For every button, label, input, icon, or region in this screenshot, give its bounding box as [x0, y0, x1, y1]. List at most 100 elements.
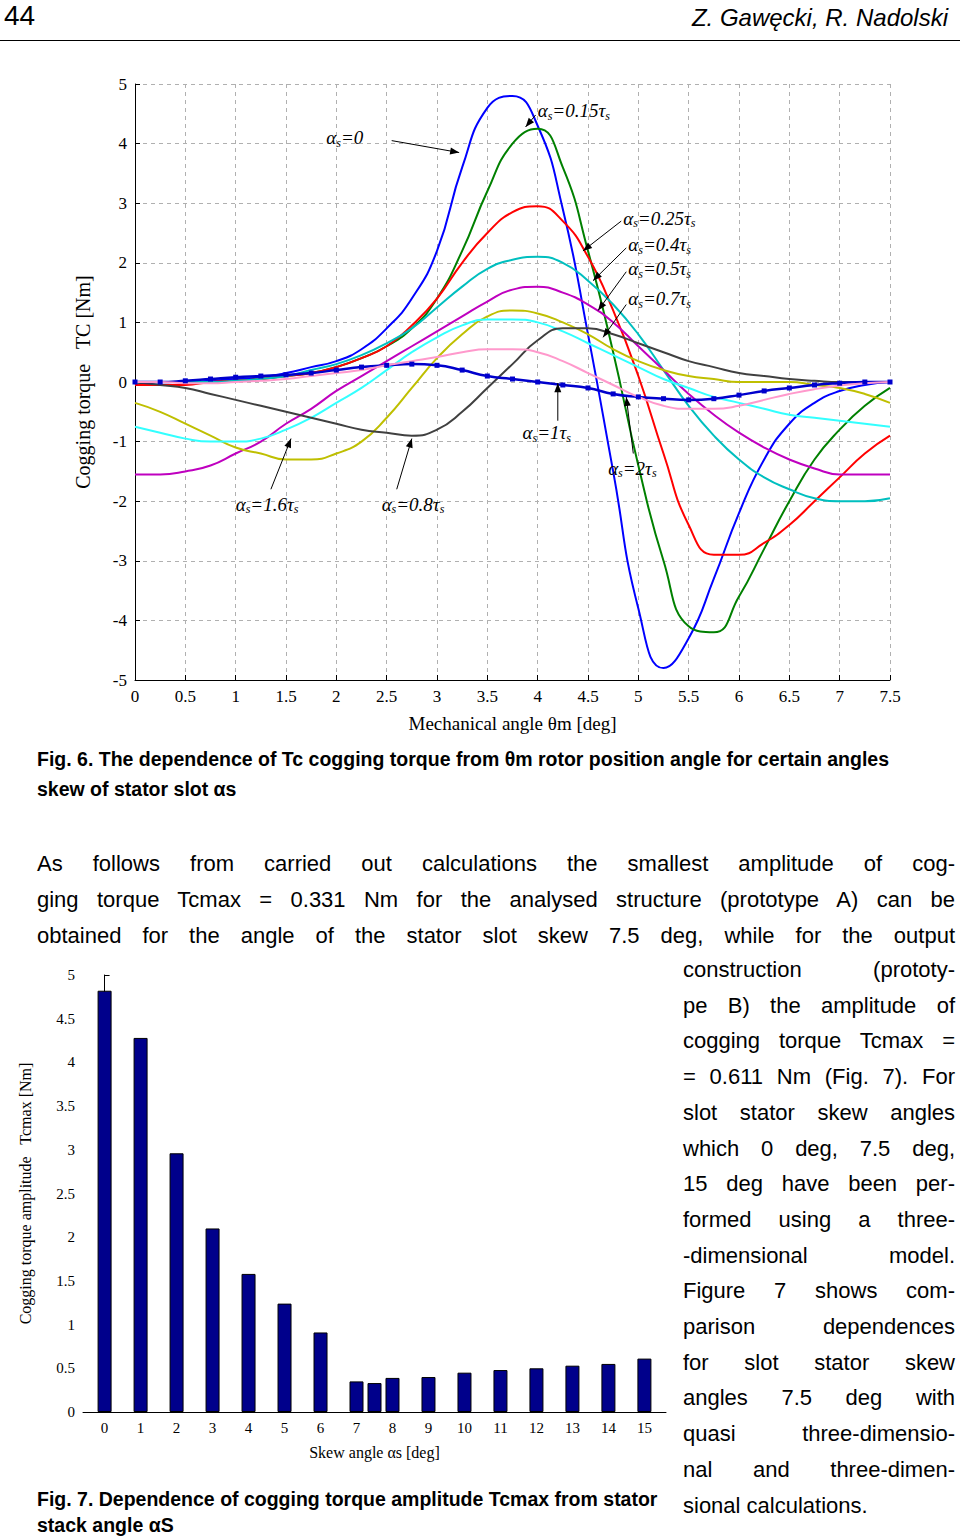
svg-text:=2τ: =2τ — [623, 458, 653, 479]
svg-text:2: 2 — [68, 1229, 76, 1245]
html-text:quasi three-dimensio-: quasi three-dimensio- — [683, 1421, 955, 1447]
svg-text:s: s — [440, 502, 445, 516]
html-text:parison dependences: parison dependences — [683, 1314, 955, 1339]
svg-text:-1: -1 — [113, 432, 127, 451]
html-text:ging torque Tcmax = 0.331 Nm f: ging torque Tcmax = 0.331 Nm for the ana… — [37, 887, 955, 912]
html-text:Fig. 6. The dependence of Tc c: Fig. 6. The dependence of Tc cogging tor… — [37, 748, 889, 800]
svg-text:6: 6 — [317, 1420, 325, 1436]
svg-text:Skew angle αs [deg]: Skew angle αs [deg] — [309, 1444, 440, 1462]
html-text:pe B) the amplitude of: pe B) the amplitude of — [683, 992, 955, 1018]
svg-text:=1.6τ: =1.6τ — [250, 494, 295, 515]
svg-text:14: 14 — [601, 1420, 617, 1436]
svg-text:4.5: 4.5 — [577, 687, 598, 706]
svg-text:2: 2 — [119, 253, 128, 272]
svg-text:5: 5 — [119, 75, 128, 94]
html-text:formed using a three-: formed using a three- — [683, 1206, 955, 1232]
svg-text:8: 8 — [389, 1420, 397, 1436]
svg-text:Cogging torque amplitude Tcm: Cogging torque amplitude Tcmax [Nm] — [17, 1063, 35, 1325]
svg-text:s: s — [566, 431, 571, 445]
svg-text:3.5: 3.5 — [56, 1098, 75, 1114]
html-text:nal and three-dimen-: nal and three-dimen- — [683, 1456, 955, 1482]
svg-text:3.5: 3.5 — [477, 687, 498, 706]
svg-text:9: 9 — [425, 1420, 433, 1436]
svg-text:=0.15τ: =0.15τ — [552, 100, 606, 121]
svg-text:s: s — [294, 502, 299, 516]
svg-text:5: 5 — [634, 687, 643, 706]
html-text:obtained for the angle of the: obtained for the angle of the stator slo… — [37, 923, 955, 948]
svg-text:4: 4 — [68, 1054, 76, 1070]
svg-text:4: 4 — [533, 687, 542, 706]
html-text:cogging torque Tcmax =: cogging torque Tcmax = — [683, 1028, 955, 1054]
html-text:Figure 7 shows com-: Figure 7 shows com- — [683, 1278, 955, 1304]
html-text:= 0.611 Nm (Fig. 7). For: = 0.611 Nm (Fig. 7). For — [683, 1064, 955, 1090]
svg-text:10: 10 — [457, 1420, 472, 1436]
svg-text:Mechanical angle θm [deg]: Mechanical angle θm [deg] — [409, 713, 617, 734]
svg-text:0: 0 — [119, 373, 128, 392]
html-text:construction (prototy-: construction (prototy- — [683, 957, 955, 982]
svg-text:=0.8τ: =0.8τ — [396, 494, 441, 515]
svg-text:7.5: 7.5 — [879, 687, 900, 706]
svg-text:2.5: 2.5 — [56, 1186, 75, 1202]
svg-text:6: 6 — [735, 687, 744, 706]
html-text:-dimensional model.: -dimensional model. — [683, 1242, 955, 1268]
svg-text:1.5: 1.5 — [275, 687, 296, 706]
svg-text:13: 13 — [565, 1420, 580, 1436]
svg-text:5: 5 — [68, 967, 76, 983]
html-text:angles 7.5 deg with: angles 7.5 deg with — [683, 1385, 955, 1411]
svg-text:7: 7 — [835, 687, 844, 706]
svg-text:4.5: 4.5 — [56, 1011, 75, 1027]
html-text:44: 44 — [4, 0, 36, 31]
html-text:which 0 deg, 7.5 deg,: which 0 deg, 7.5 deg, — [683, 1135, 955, 1161]
svg-text:5: 5 — [281, 1420, 289, 1436]
svg-text:0.5: 0.5 — [56, 1360, 75, 1376]
svg-text:5.5: 5.5 — [678, 687, 699, 706]
svg-text:s: s — [686, 267, 691, 281]
svg-text:15: 15 — [637, 1420, 652, 1436]
svg-text:3: 3 — [209, 1420, 217, 1436]
svg-text:3: 3 — [433, 687, 442, 706]
svg-text:-2: -2 — [113, 492, 127, 511]
svg-text:=0.5τ: =0.5τ — [643, 258, 688, 279]
svg-text:=0: =0 — [341, 127, 364, 148]
svg-text:s: s — [605, 109, 610, 123]
svg-text:1: 1 — [231, 687, 240, 706]
svg-text:11: 11 — [493, 1420, 507, 1436]
html-text:sional calculations.: sional calculations. — [683, 1492, 868, 1518]
svg-text:0: 0 — [131, 687, 140, 706]
svg-text:s: s — [691, 216, 696, 230]
svg-text:0: 0 — [101, 1420, 109, 1436]
svg-text:2: 2 — [332, 687, 341, 706]
svg-text:-3: -3 — [113, 551, 127, 570]
svg-text:6.5: 6.5 — [779, 687, 800, 706]
svg-text:=1τ: =1τ — [537, 422, 567, 443]
svg-text:-4: -4 — [113, 611, 128, 630]
svg-text:s: s — [686, 243, 691, 257]
svg-text:4: 4 — [245, 1420, 253, 1436]
svg-text:0: 0 — [68, 1404, 76, 1420]
html-text:Fig. 7. Dependence of cogging: Fig. 7. Dependence of cogging torque amp… — [37, 1488, 658, 1536]
svg-text:1.5: 1.5 — [56, 1273, 75, 1289]
svg-text:Cogging torque TC [Nm]: Cogging torque TC [Nm] — [72, 275, 95, 489]
svg-text:7: 7 — [353, 1420, 361, 1436]
svg-text:-5: -5 — [113, 671, 127, 690]
html-text:As follows from carried out ca: As follows from carried out calculations… — [37, 851, 955, 876]
svg-text:12: 12 — [529, 1420, 544, 1436]
svg-text:2: 2 — [173, 1420, 181, 1436]
svg-text:=0.7τ: =0.7τ — [643, 288, 688, 309]
svg-text:1: 1 — [68, 1317, 76, 1333]
svg-text:s: s — [686, 297, 691, 311]
html-text:for slot stator skew: for slot stator skew — [683, 1349, 955, 1375]
svg-text:=0.4τ: =0.4τ — [643, 234, 688, 255]
html-text:slot stator skew angles: slot stator skew angles — [683, 1099, 955, 1125]
svg-text:3: 3 — [68, 1142, 76, 1158]
svg-text:=0.25τ: =0.25τ — [638, 208, 692, 229]
html-text:Z. Gawęcki, R. Nadolski: Z. Gawęcki, R. Nadolski — [691, 4, 948, 31]
svg-text:2.5: 2.5 — [376, 687, 397, 706]
svg-text:1: 1 — [137, 1420, 145, 1436]
svg-text:1: 1 — [119, 313, 128, 332]
html-text:15 deg have been per-: 15 deg have been per- — [683, 1171, 955, 1197]
svg-text:0.5: 0.5 — [175, 687, 196, 706]
svg-text:3: 3 — [119, 194, 128, 213]
svg-text:s: s — [652, 466, 657, 480]
svg-text:4: 4 — [119, 134, 128, 153]
